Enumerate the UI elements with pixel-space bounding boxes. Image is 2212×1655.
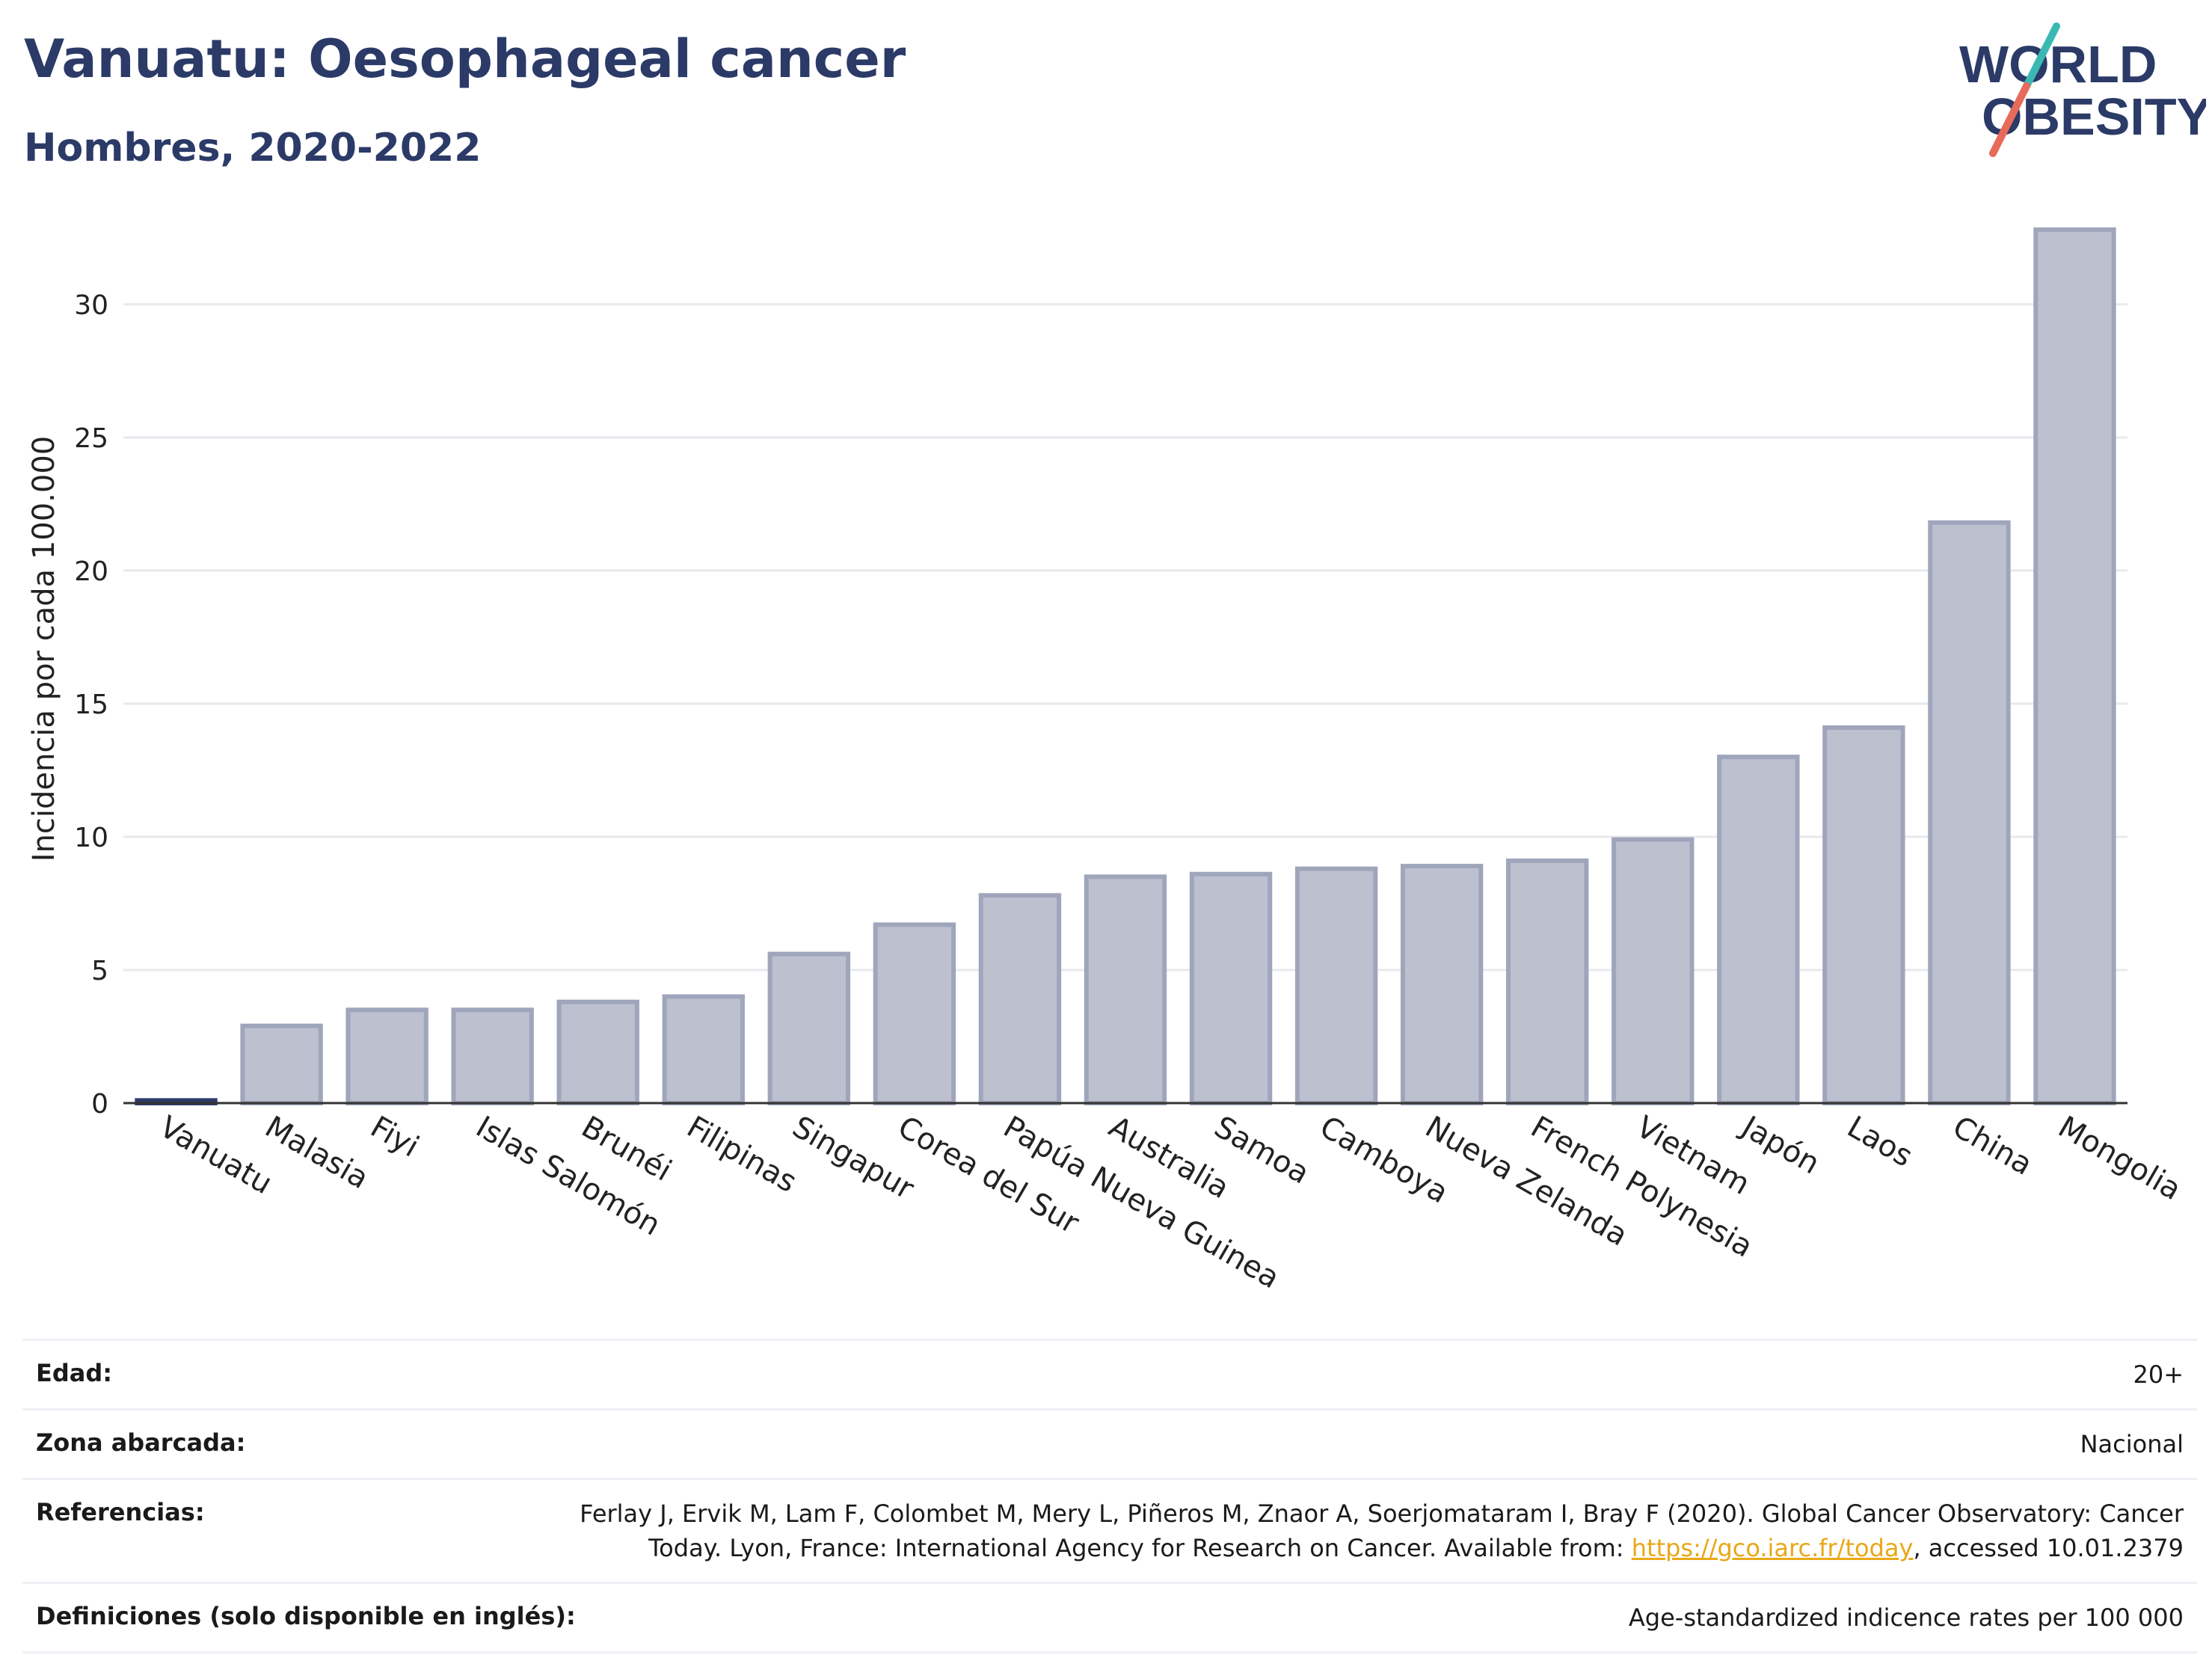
y-tick-label: 25 xyxy=(74,423,108,454)
bar-australia xyxy=(1084,874,1167,1106)
x-tick-label: Vanuatu xyxy=(154,1110,278,1201)
x-tick-label: Singapur xyxy=(787,1110,920,1207)
info-row-definitions: Definiciones (solo disponible en inglés)… xyxy=(22,1582,2197,1654)
x-tick-label: Islas Salomón xyxy=(470,1110,666,1243)
reference-text-pre: Today. Lyon, France: International Agenc… xyxy=(648,1534,1632,1562)
bar-filipinas xyxy=(662,994,745,1106)
reference-text-post: , accessed 10.01.2379 xyxy=(1913,1534,2184,1562)
bar-laos xyxy=(1822,725,1905,1105)
bar-camboya xyxy=(1294,866,1378,1105)
x-tick-label: Laos xyxy=(1841,1110,1918,1174)
y-tick-label: 5 xyxy=(91,956,108,986)
reference-link[interactable]: https://gco.iarc.fr/today xyxy=(1631,1534,1914,1562)
x-tick-label: China xyxy=(1947,1110,2038,1182)
bar-vietnam xyxy=(1612,837,1695,1105)
y-tick-label: 20 xyxy=(74,556,108,587)
bar-samoa xyxy=(1189,871,1273,1105)
bar-mongolia xyxy=(2033,227,2116,1105)
bar-brun-i xyxy=(556,999,639,1106)
bar-nueva-zelanda xyxy=(1400,864,1484,1106)
bar-islas-salom-n xyxy=(451,1007,534,1105)
x-tick-label: Malasia xyxy=(259,1110,375,1196)
x-tick-label: Mongolia xyxy=(2052,1110,2187,1207)
info-value: Age-standardized indicence rates per 100… xyxy=(1628,1603,2184,1632)
bar-jap-n xyxy=(1717,755,1800,1105)
reference-text-line1: Ferlay J, Ervik M, Lam F, Colombet M, Me… xyxy=(580,1499,2184,1528)
info-value: 20+ xyxy=(2133,1360,2184,1389)
chart-subtitle: Hombres, 2020-2022 xyxy=(24,126,482,171)
y-tick-label: 15 xyxy=(74,690,108,720)
y-tick-label: 30 xyxy=(74,290,108,321)
bar-china xyxy=(1928,520,2011,1105)
info-label: Referencias: xyxy=(36,1498,205,1526)
info-value: Nacional xyxy=(2080,1430,2184,1458)
info-row-references: Referencias: Ferlay J, Ervik M, Lam F, C… xyxy=(22,1478,2197,1582)
bar-corea-del-sur xyxy=(873,922,956,1106)
world-obesity-logo: WORLD OBESITY xyxy=(1959,22,2206,157)
info-table: Edad: 20+ Zona abarcada: Nacional Refere… xyxy=(22,1339,2197,1654)
bar-french-polynesia xyxy=(1506,858,1589,1105)
y-axis-label: Incidencia por cada 100.000 xyxy=(27,436,61,862)
bar-fiyi xyxy=(345,1007,428,1105)
y-tick-label: 0 xyxy=(91,1089,108,1120)
info-label: Zona abarcada: xyxy=(36,1428,246,1457)
info-row-area: Zona abarcada: Nacional xyxy=(22,1408,2197,1478)
info-row-age: Edad: 20+ xyxy=(22,1339,2197,1408)
x-tick-label: Filipinas xyxy=(681,1110,802,1200)
logo-line1: WORLD xyxy=(1959,35,2157,93)
bar-pap-a-nueva-guinea xyxy=(978,893,1062,1105)
bar-malasia xyxy=(240,1023,323,1106)
info-value: Ferlay J, Ervik M, Lam F, Colombet M, Me… xyxy=(580,1496,2184,1565)
info-label: Edad: xyxy=(36,1359,113,1387)
info-label: Definiciones (solo disponible en inglés)… xyxy=(36,1602,576,1630)
y-tick-label: 10 xyxy=(74,823,108,853)
x-tick-label: Fiyi xyxy=(365,1110,425,1164)
chart-title: Vanuatu: Oesophageal cancer xyxy=(24,28,906,90)
bar-singapur xyxy=(767,951,851,1106)
x-tick-label: Corea del Sur xyxy=(892,1110,1085,1241)
